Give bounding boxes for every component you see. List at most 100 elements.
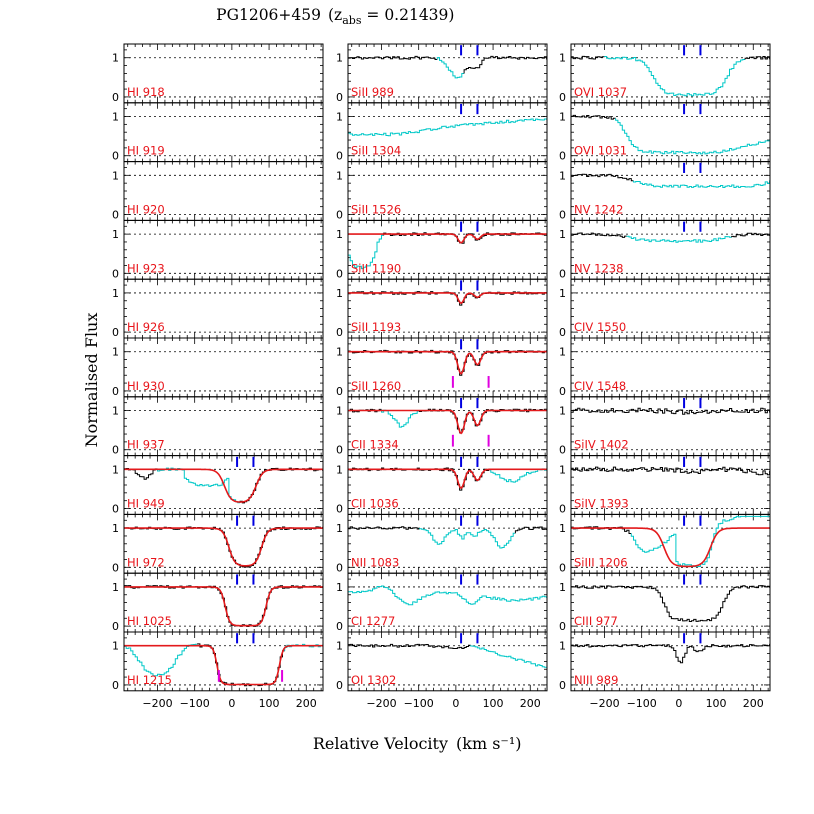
- y-tick-label: 1: [112, 287, 119, 300]
- ion-label: HI 919: [127, 144, 165, 158]
- y-tick-label: 1: [336, 581, 343, 594]
- fit-model-line: [124, 468, 323, 503]
- ion-label: OVI 1037: [574, 85, 627, 99]
- ion-label: SiIV 1402: [574, 438, 629, 452]
- blend-spectrum-line: [436, 57, 465, 79]
- spectrum-panel: 0 1 SiII 1190: [336, 219, 548, 280]
- y-tick-label: 0: [559, 91, 566, 104]
- fit-model-line: [124, 586, 323, 627]
- spectrum-panel: 0 1 SiII 989: [336, 43, 548, 104]
- y-axis-label: Normalised Flux: [82, 313, 101, 448]
- y-tick-label: 0: [112, 679, 119, 692]
- data-spectrum-line: [571, 232, 627, 238]
- ion-label: SiIII 1206: [574, 555, 628, 569]
- data-spectrum-line: [571, 466, 771, 476]
- blend-spectrum-line: [615, 118, 771, 155]
- ion-label: SiII 1260: [351, 379, 401, 393]
- spectrum-panel: 0 1 SiII 1260: [336, 337, 548, 398]
- data-spectrum-line: [348, 643, 471, 649]
- spectrum-panel: 0 1 OVI 1031: [559, 102, 771, 163]
- y-tick-label: 1: [336, 52, 343, 65]
- y-tick-label: 0: [336, 503, 343, 516]
- spectrum-panel: 0 1 HI 923: [112, 219, 324, 280]
- spectrum-panel: 0 1 HI 918: [112, 43, 324, 104]
- ion-label: NIII 989: [574, 673, 618, 687]
- data-spectrum-line: [239, 467, 324, 504]
- spectrum-panel: 0 1 HI 1215: [112, 631, 324, 692]
- ion-label: HI 937: [127, 438, 165, 452]
- y-tick-label: 1: [336, 287, 343, 300]
- spectrum-panel: 0 1 SiIII 1206: [559, 513, 771, 574]
- spectrum-panel: 0 1 NV 1242: [559, 161, 771, 222]
- data-spectrum-line: [124, 468, 158, 480]
- fit-model-line: [348, 468, 547, 490]
- y-tick-label: 1: [112, 52, 119, 65]
- data-spectrum-line: [571, 55, 605, 60]
- ion-label: CI 1277: [351, 614, 395, 628]
- spectrum-panel: 0 1 HI 972: [112, 513, 324, 574]
- y-tick-label: 0: [559, 444, 566, 457]
- y-tick-label: 1: [559, 169, 566, 182]
- x-tick-label: 200: [296, 697, 317, 710]
- spectrum-panel: 0 1 HI 937: [112, 396, 324, 457]
- blend-spectrum-line: [348, 118, 548, 137]
- y-tick-label: 0: [559, 150, 566, 163]
- ion-label: NII 1083: [351, 555, 399, 569]
- spectrum-panel: 0 1 CI 1277: [336, 572, 548, 633]
- x-tick-label: 100: [706, 697, 727, 710]
- x-tick-label: 0: [675, 697, 682, 710]
- y-tick-label: 0: [559, 326, 566, 339]
- x-tick-label: 0: [452, 697, 459, 710]
- y-tick-label: 0: [336, 267, 343, 280]
- x-tick-label: 200: [520, 697, 541, 710]
- spectrum-panel: 0 1 CII 1334: [336, 396, 548, 457]
- y-tick-label: 0: [336, 679, 343, 692]
- spectrum-panel: 0 1 CII 1036: [336, 455, 548, 516]
- ion-label: NV 1238: [574, 261, 623, 275]
- ion-label: OVI 1031: [574, 144, 627, 158]
- y-tick-label: 1: [112, 581, 119, 594]
- panel-frame: [347, 631, 548, 692]
- ion-label: SiII 1304: [351, 144, 401, 158]
- x-tick-label: −100: [627, 697, 657, 710]
- x-axis-units: (km s⁻¹): [456, 734, 522, 753]
- y-tick-label: 0: [336, 561, 343, 574]
- fit-model-line: [571, 527, 770, 568]
- spectrum-panel: 0 1 NV 1238: [559, 219, 771, 280]
- y-tick-label: 1: [112, 522, 119, 535]
- y-tick-label: 1: [112, 640, 119, 653]
- spectrum-panel: 0 1 OVI 1037: [559, 43, 771, 104]
- data-spectrum-line: [348, 349, 548, 376]
- y-tick-label: 1: [336, 111, 343, 124]
- ion-label: HI 923: [127, 261, 165, 275]
- blend-spectrum-line: [490, 468, 548, 483]
- ion-label: CIV 1550: [574, 320, 626, 334]
- y-tick-label: 0: [336, 385, 343, 398]
- y-tick-label: 0: [112, 150, 119, 163]
- data-spectrum-line: [463, 55, 548, 74]
- blend-spectrum-line: [604, 56, 746, 97]
- x-tick-label: −200: [589, 697, 619, 710]
- data-spectrum-line: [348, 526, 420, 530]
- ion-label: CIII 977: [574, 614, 618, 628]
- y-tick-label: 0: [559, 620, 566, 633]
- y-tick-label: 0: [336, 326, 343, 339]
- ion-label: NV 1242: [574, 203, 623, 217]
- y-tick-label: 0: [336, 209, 343, 222]
- ion-label: HI 972: [127, 555, 165, 569]
- blend-spectrum-line: [626, 235, 732, 243]
- y-tick-label: 1: [559, 405, 566, 418]
- y-tick-label: 1: [112, 228, 119, 241]
- y-tick-label: 1: [336, 228, 343, 241]
- ion-label: HI 930: [127, 379, 165, 393]
- x-axis-label: Relative Velocity: [313, 734, 448, 753]
- data-spectrum-line: [514, 526, 548, 534]
- y-tick-label: 0: [559, 561, 566, 574]
- data-spectrum-line: [571, 173, 634, 182]
- ion-label: HI 1215: [127, 673, 172, 687]
- ion-label: CII 1036: [351, 497, 399, 511]
- spectrum-panel: 0 1 HI 1025: [112, 572, 324, 633]
- data-spectrum-line: [348, 55, 438, 60]
- spectrum-panel: 0 1 SiII 1304: [336, 102, 548, 163]
